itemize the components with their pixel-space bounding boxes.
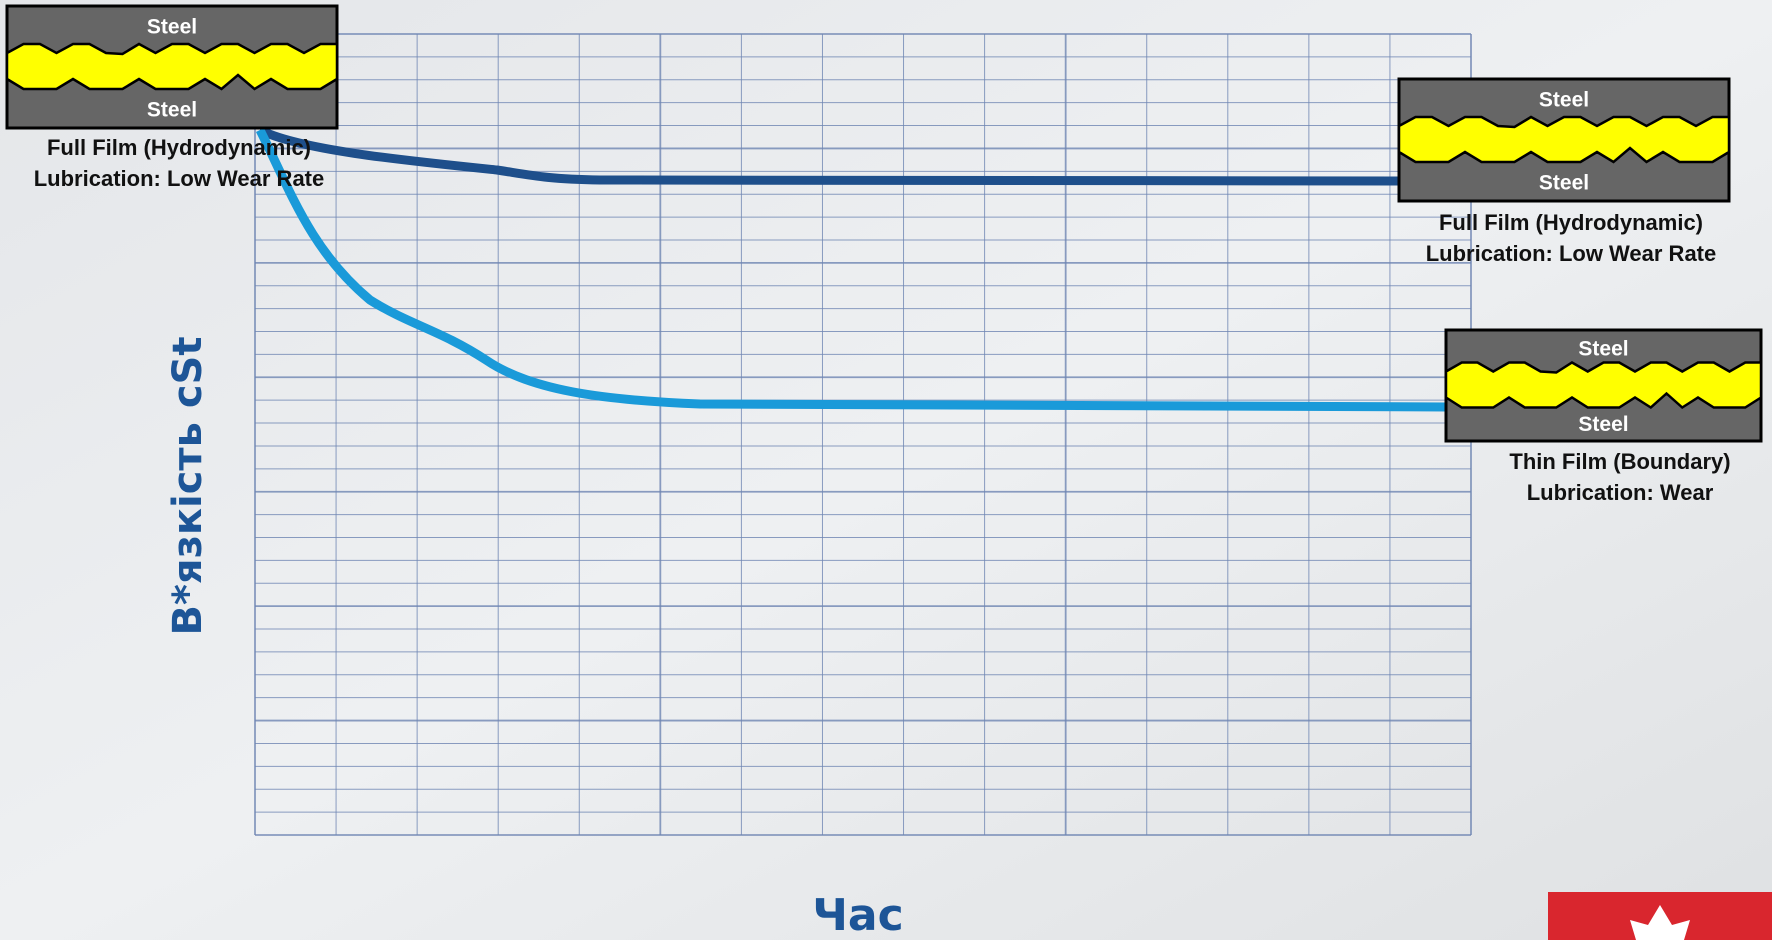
oil-film — [5, 42, 339, 91]
oil-film — [1397, 115, 1731, 164]
steel-label: Steel — [1578, 413, 1628, 436]
lubrication-callout: Steel Steel — [1397, 77, 1731, 203]
y-axis-label: В*язкість cSt — [165, 337, 211, 636]
callout-caption: Lubrication: Wear — [1527, 480, 1714, 505]
full-film-curve — [257, 125, 1402, 186]
steel-label: Steel — [1539, 89, 1589, 112]
callout-caption: Lubrication: Low Wear Rate — [34, 166, 325, 191]
oil-film — [1444, 361, 1763, 410]
steel-label: Steel — [1578, 338, 1628, 361]
callout-caption: Full Film (Hydrodynamic) — [1439, 210, 1703, 235]
steel-label: Steel — [1539, 171, 1589, 194]
callout-caption: Lubrication: Low Wear Rate — [1426, 241, 1717, 266]
steel-label: Steel — [147, 16, 197, 39]
thin-film-curve — [255, 127, 1448, 412]
callout-caption: Full Film (Hydrodynamic) — [47, 135, 311, 160]
callout-caption: Thin Film (Boundary) — [1509, 449, 1730, 474]
logo — [1548, 892, 1772, 940]
steel-label: Steel — [147, 98, 197, 121]
lubrication-callout: Steel Steel — [1444, 328, 1763, 443]
x-axis-label: Час — [812, 890, 903, 940]
grid — [254, 33, 1472, 836]
lubrication-callout: Steel Steel — [5, 4, 339, 130]
